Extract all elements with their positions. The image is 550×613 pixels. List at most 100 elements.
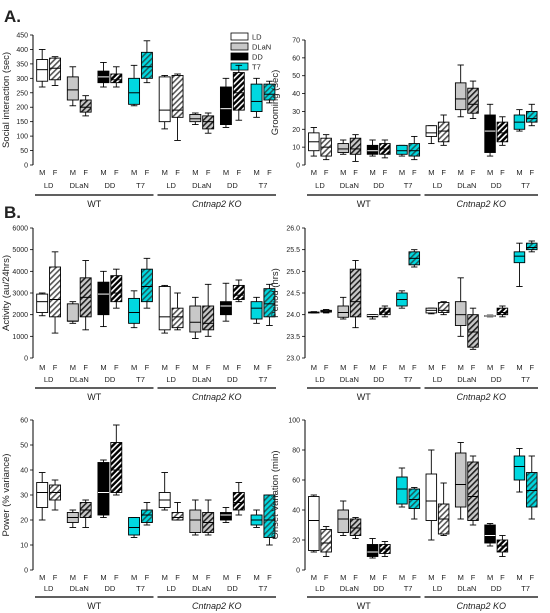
chart-period: 23.0 23.5 24.0 24.5 25.0 25.5 26.0 Period (hrs)… bbox=[270, 226, 538, 402]
sex-label: F bbox=[53, 363, 58, 372]
y-tick-label: 40 bbox=[292, 91, 300, 98]
legend-swatch bbox=[230, 42, 249, 51]
condition-label: T7 bbox=[404, 584, 413, 593]
sex-label: M bbox=[253, 168, 259, 177]
box-dlan-m bbox=[66, 76, 79, 101]
sex-label: M bbox=[70, 363, 76, 372]
condition-label: LD bbox=[433, 375, 443, 384]
y-tick-label: 100 bbox=[288, 418, 300, 425]
sex-label: F bbox=[114, 573, 119, 582]
box-dlan-f bbox=[349, 518, 362, 536]
condition-label: T7 bbox=[136, 584, 145, 593]
panel-letter-b: B. bbox=[4, 203, 21, 222]
condition-label: T7 bbox=[521, 181, 530, 190]
y-tick-label: 24.0 bbox=[286, 312, 300, 319]
y-tick-label: 450 bbox=[16, 33, 28, 40]
y-tick-label: 60 bbox=[292, 55, 300, 62]
box-t7-m bbox=[128, 297, 141, 324]
condition-label: DD bbox=[491, 181, 502, 190]
sex-label: F bbox=[237, 363, 242, 372]
legend-label: LD bbox=[252, 33, 262, 42]
condition-label: LD bbox=[166, 584, 176, 593]
y-tick-label: 10 bbox=[292, 145, 300, 152]
sex-label: F bbox=[529, 573, 534, 582]
legend-swatch bbox=[230, 62, 249, 71]
box-t7-m bbox=[250, 83, 263, 113]
condition-label: DD bbox=[491, 375, 502, 384]
sex-label: F bbox=[83, 363, 88, 372]
condition-label: DLaN bbox=[340, 181, 359, 190]
condition-label: DLaN bbox=[70, 181, 89, 190]
box-dlan-f bbox=[467, 87, 479, 114]
box-dd-m bbox=[366, 544, 379, 557]
condition-label: DD bbox=[373, 584, 384, 593]
box-dlan-m bbox=[337, 305, 349, 318]
sex-label: F bbox=[206, 363, 211, 372]
box-t7-m bbox=[250, 301, 263, 320]
box-t7-f bbox=[140, 509, 153, 523]
condition-label: LD bbox=[166, 181, 176, 190]
sex-label: M bbox=[311, 168, 317, 177]
genotype-label: WT bbox=[357, 199, 371, 209]
box-ld-m bbox=[308, 496, 320, 551]
sex-label: F bbox=[529, 363, 534, 372]
box-ld-m bbox=[425, 473, 438, 521]
sex-label: M bbox=[39, 573, 45, 582]
sex-label: M bbox=[223, 573, 229, 582]
box-t7-f bbox=[526, 472, 538, 508]
sex-label: M bbox=[70, 168, 76, 177]
sex-label: M bbox=[458, 573, 464, 582]
genotype-label: WT bbox=[357, 392, 371, 402]
y-tick-label: 23.5 bbox=[286, 334, 300, 341]
y-tick-label: 150 bbox=[16, 119, 28, 126]
sex-label: M bbox=[311, 573, 317, 582]
legend-swatch bbox=[230, 32, 249, 41]
genotype-label: Cntnap2 KO bbox=[456, 392, 506, 402]
sex-label: F bbox=[267, 168, 272, 177]
y-tick-label: 5000 bbox=[12, 247, 28, 254]
sex-label: F bbox=[206, 168, 211, 177]
genotype-label: Cntnap2 KO bbox=[456, 199, 506, 209]
legend-label: DLaN bbox=[252, 43, 271, 52]
y-tick-label: 250 bbox=[16, 90, 28, 97]
sex-label: F bbox=[529, 168, 534, 177]
box-dlan-m bbox=[66, 303, 79, 322]
box-dlan-m bbox=[454, 301, 467, 326]
sex-label: M bbox=[223, 363, 229, 372]
sex-label: F bbox=[175, 573, 180, 582]
box-dd-f bbox=[110, 442, 123, 493]
condition-label: DD bbox=[227, 181, 238, 190]
y-tick-label: 50 bbox=[292, 73, 300, 80]
sex-label: M bbox=[39, 363, 45, 372]
y-axis-title: Social interaction (sec) bbox=[1, 52, 12, 148]
sex-label: M bbox=[340, 573, 346, 582]
sex-label: F bbox=[353, 363, 358, 372]
box-t7-f bbox=[140, 51, 153, 79]
y-tick-label: 400 bbox=[16, 47, 28, 54]
sex-label: F bbox=[412, 168, 417, 177]
condition-label: DD bbox=[104, 181, 115, 190]
sex-label: F bbox=[145, 168, 150, 177]
box-ld-m bbox=[36, 59, 49, 82]
sex-label: F bbox=[145, 573, 150, 582]
sex-label: M bbox=[487, 573, 493, 582]
y-tick-label: 1000 bbox=[12, 334, 28, 341]
condition-label: DD bbox=[104, 375, 115, 384]
y-tick-label: 40 bbox=[20, 468, 28, 475]
sex-label: F bbox=[383, 363, 388, 372]
y-tick-label: 20 bbox=[20, 518, 28, 525]
box-dd-m bbox=[97, 281, 110, 316]
sex-label: M bbox=[253, 573, 259, 582]
panel-letter-a: A. bbox=[4, 7, 21, 26]
sex-label: F bbox=[206, 573, 211, 582]
sex-label: M bbox=[458, 363, 464, 372]
box-t7-f bbox=[408, 143, 421, 157]
condition-label: DLaN bbox=[457, 584, 476, 593]
box-dd-f bbox=[110, 275, 123, 303]
sex-label: M bbox=[192, 573, 198, 582]
box-ld-f bbox=[49, 266, 61, 318]
sex-label: F bbox=[441, 573, 446, 582]
box-t7-m bbox=[128, 77, 141, 105]
condition-label: T7 bbox=[521, 584, 530, 593]
